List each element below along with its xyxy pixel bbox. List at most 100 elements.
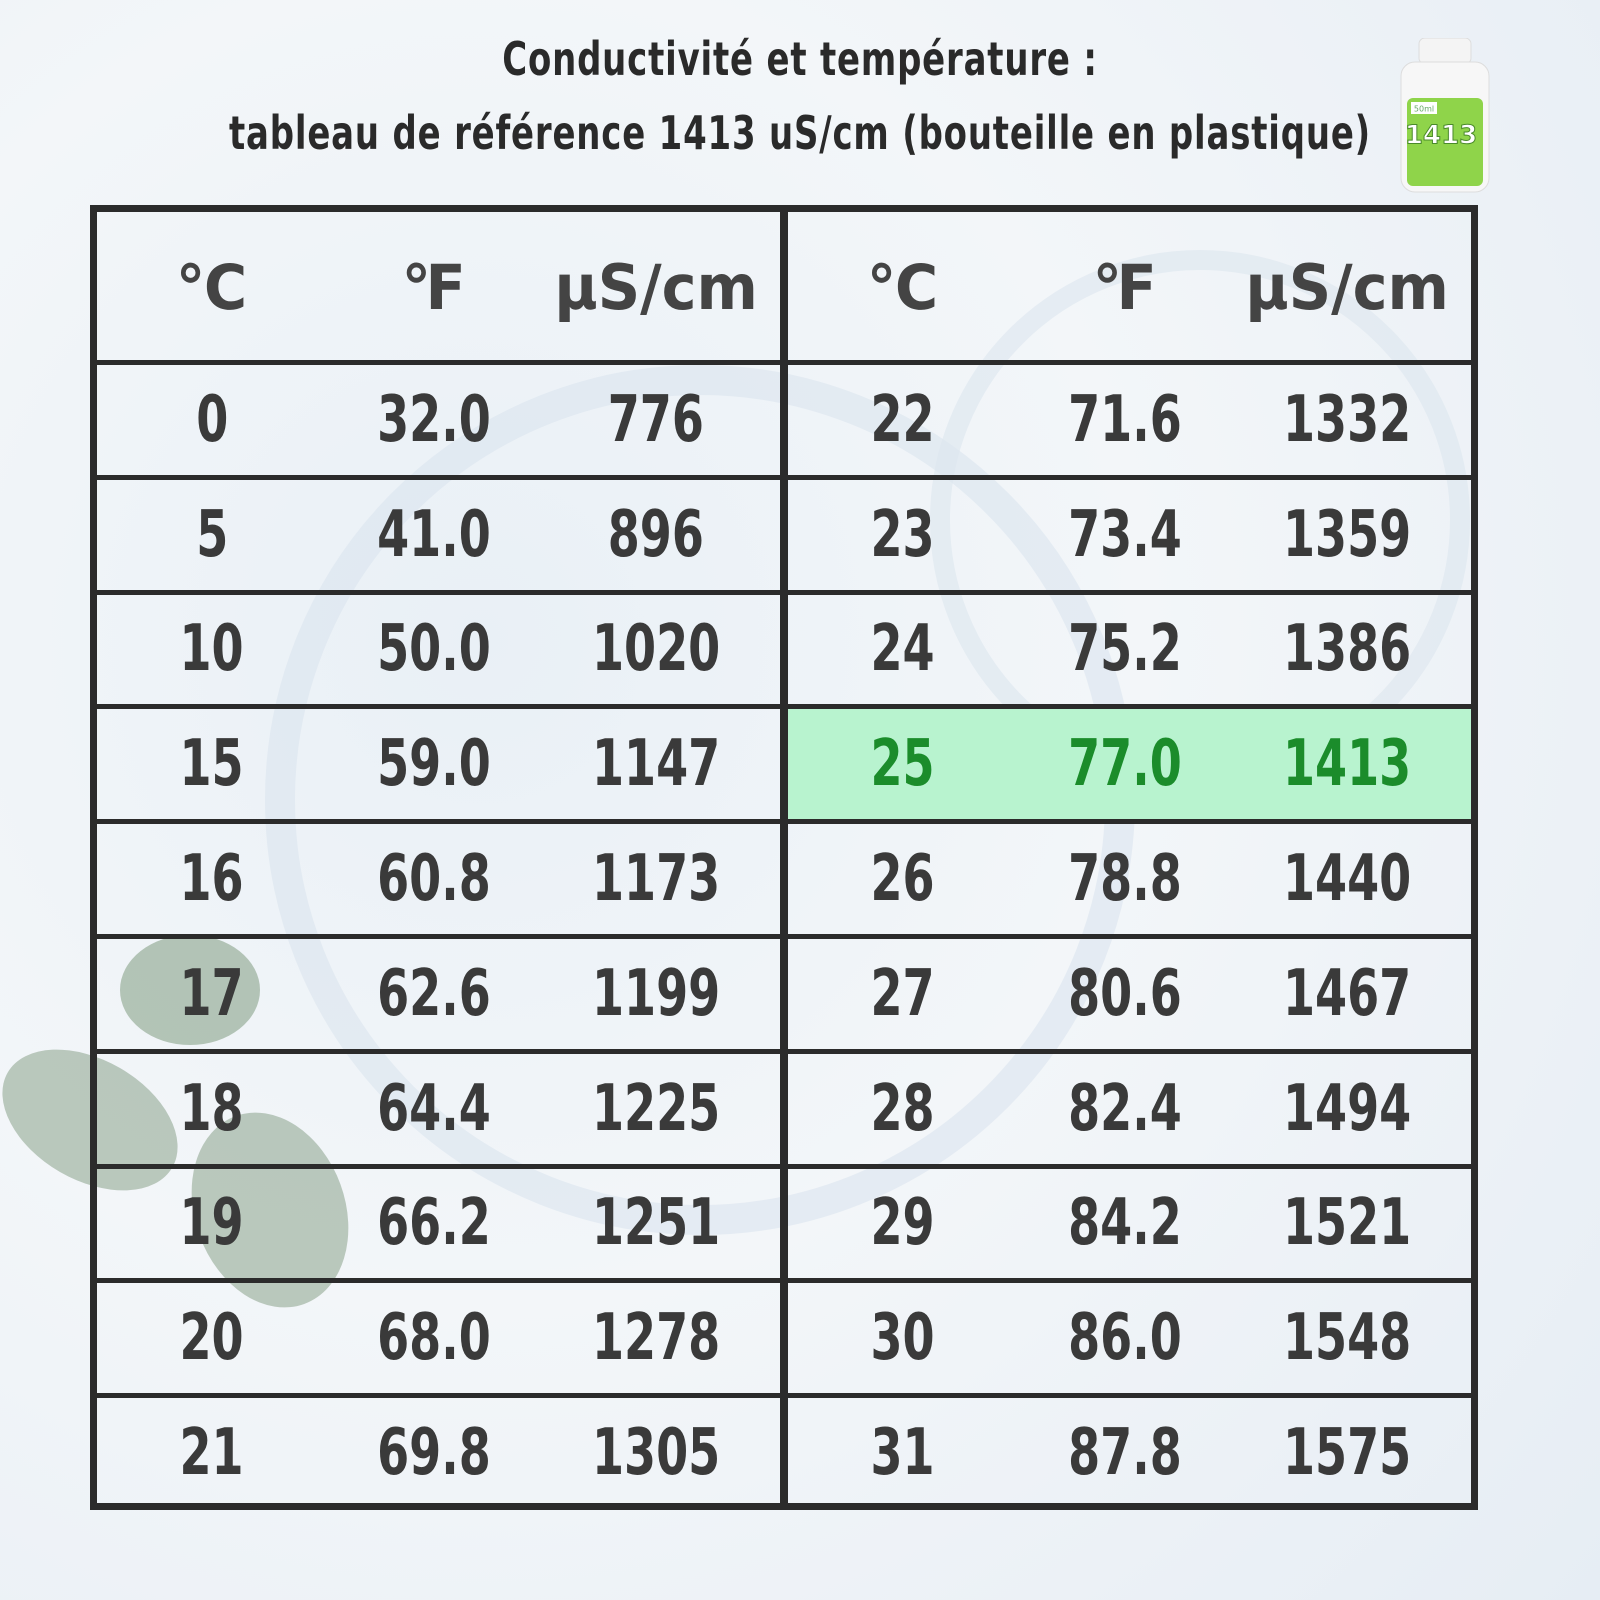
cell-text: 25 — [870, 727, 936, 802]
cell-text: 1147 — [591, 727, 721, 802]
table-cell: 60.8 — [329, 824, 539, 934]
cell-text: 17 — [179, 956, 245, 1031]
table-cell: 32.0 — [329, 365, 539, 475]
table-cell: 19 — [107, 1169, 317, 1279]
cell-text: 80.6 — [1068, 956, 1182, 1031]
cell-text: 84.2 — [1068, 1186, 1182, 1261]
table-cell: 66.2 — [329, 1169, 539, 1279]
cell-text: ℉ — [401, 250, 466, 324]
table-cell: 62.6 — [329, 939, 539, 1049]
cell-text: 71.6 — [1068, 382, 1182, 457]
cell-text: 82.4 — [1068, 1071, 1182, 1146]
table-cell: 77.0 — [1020, 709, 1230, 819]
cell-text: 18 — [179, 1071, 245, 1146]
table-cell: 80.6 — [1020, 939, 1230, 1049]
table-cell: 1494 — [1242, 1054, 1452, 1164]
table-cell: 21 — [107, 1398, 317, 1508]
cell-text: 1251 — [591, 1186, 721, 1261]
cell-text: 1548 — [1282, 1301, 1412, 1376]
table-cell: 10 — [107, 595, 317, 705]
highlight-row — [788, 709, 1471, 820]
cell-text: 78.8 — [1068, 842, 1182, 917]
cell-text: ℃ — [176, 250, 248, 324]
table-cell: 50.0 — [329, 595, 539, 705]
table-cell: 1548 — [1242, 1283, 1452, 1393]
cell-text: 60.8 — [377, 842, 491, 917]
cell-text: 73.4 — [1068, 497, 1182, 572]
table-cell: 29 — [798, 1169, 1008, 1279]
cell-text: µS/cm — [554, 250, 758, 324]
table-cell: 30 — [798, 1283, 1008, 1393]
cell-text: 1305 — [591, 1416, 721, 1491]
cell-text: 1173 — [591, 842, 721, 917]
table-cell: 1251 — [551, 1169, 761, 1279]
table-cell: 1575 — [1242, 1398, 1452, 1508]
table-cell: 1332 — [1242, 365, 1452, 475]
table-cell: 1359 — [1242, 480, 1452, 590]
table-cell: 71.6 — [1020, 365, 1230, 475]
table-cell: 28 — [798, 1054, 1008, 1164]
cell-text: 30 — [870, 1301, 936, 1376]
table-cell: 68.0 — [329, 1283, 539, 1393]
title-line: tableau de référence 1413 uS/cm (bouteil… — [229, 106, 1371, 160]
header-cell: ℉ — [1020, 212, 1230, 362]
cell-text: 68.0 — [377, 1301, 491, 1376]
table-cell: 0 — [107, 365, 317, 475]
cell-text: 24 — [870, 612, 936, 687]
cell-text: 27 — [870, 956, 936, 1031]
bottle-image: 50ml 1413 — [1400, 38, 1490, 193]
table-cell: 1225 — [551, 1054, 761, 1164]
cell-text: 75.2 — [1068, 612, 1182, 687]
reference-table: ℃ ℉ µS/cm ℃ ℉ µS/cm 0 32.0 776 22 71.6 1332 5 41.0 896… — [90, 205, 1478, 1510]
table-cell: 75.2 — [1020, 595, 1230, 705]
cell-text: 62.6 — [377, 956, 491, 1031]
cell-text: 29 — [870, 1186, 936, 1261]
cell-text: 1467 — [1282, 956, 1412, 1031]
table-cell: 1386 — [1242, 595, 1452, 705]
cell-text: 86.0 — [1068, 1301, 1182, 1376]
table-cell: 1305 — [551, 1398, 761, 1508]
cell-text: 896 — [607, 497, 705, 572]
cell-text: 66.2 — [377, 1186, 491, 1261]
cell-text: 1521 — [1282, 1186, 1412, 1261]
table-cell: 1413 — [1242, 709, 1452, 819]
cell-text: 64.4 — [377, 1071, 491, 1146]
cell-text: ℉ — [1092, 250, 1157, 324]
cell-text: 1332 — [1282, 382, 1412, 457]
table-cell: 1521 — [1242, 1169, 1452, 1279]
title-line: Conductivité et température : — [502, 32, 1098, 86]
cell-text: 1225 — [591, 1071, 721, 1146]
cell-text: 69.8 — [377, 1416, 491, 1491]
cell-text: 32.0 — [377, 382, 491, 457]
table-cell: 1199 — [551, 939, 761, 1049]
header-cell: ℃ — [798, 212, 1008, 362]
table-cell: 84.2 — [1020, 1169, 1230, 1279]
cell-text: 1359 — [1282, 497, 1412, 572]
bottle-label: 1413 — [1405, 121, 1477, 151]
table-cell: 1467 — [1242, 939, 1452, 1049]
table-cell: 59.0 — [329, 709, 539, 819]
cell-text: 776 — [607, 382, 705, 457]
cell-text: 1199 — [591, 956, 721, 1031]
table-cell: 82.4 — [1020, 1054, 1230, 1164]
table-cell: 69.8 — [329, 1398, 539, 1508]
table-cell: 15 — [107, 709, 317, 819]
cell-text: 21 — [179, 1416, 245, 1491]
cell-text: 1386 — [1282, 612, 1412, 687]
cell-text: 28 — [870, 1071, 936, 1146]
table-cell: 776 — [551, 365, 761, 475]
cell-text: 16 — [179, 842, 245, 917]
table-cell: 896 — [551, 480, 761, 590]
table-cell: 27 — [798, 939, 1008, 1049]
table-cell: 17 — [107, 939, 317, 1049]
header-cell: ℉ — [329, 212, 539, 362]
cell-text: 1440 — [1282, 842, 1412, 917]
table-cell: 1020 — [551, 595, 761, 705]
table-cell: 23 — [798, 480, 1008, 590]
table-cell: 24 — [798, 595, 1008, 705]
table-cell: 25 — [798, 709, 1008, 819]
table-cell: 86.0 — [1020, 1283, 1230, 1393]
cell-text: 1278 — [591, 1301, 721, 1376]
cell-text: 1020 — [591, 612, 721, 687]
